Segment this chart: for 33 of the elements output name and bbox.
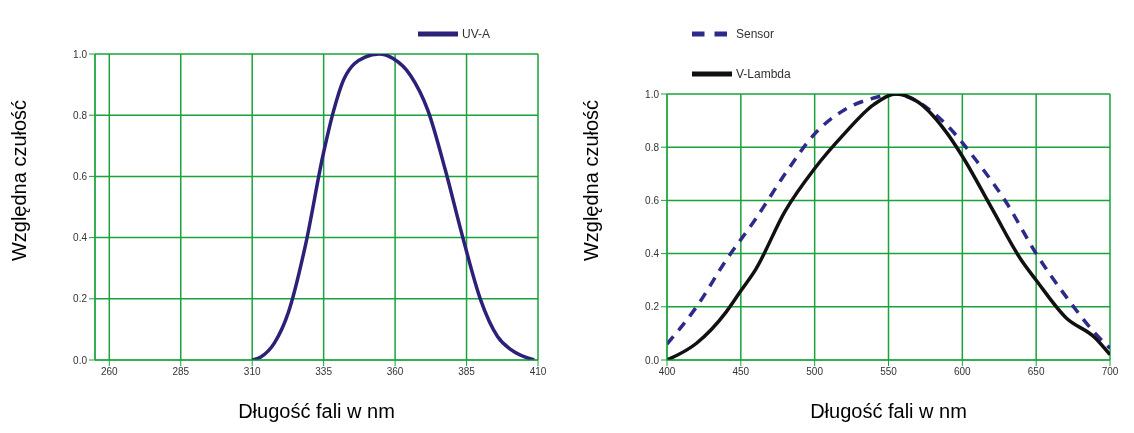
x-tick-label: 285 [172, 366, 190, 378]
x-tick-label: 400 [658, 366, 676, 378]
y-tick-label: 0.6 [73, 170, 88, 182]
y-tick-label: 0.8 [645, 141, 660, 153]
x-axis-title: Długość fali w nm [809, 400, 968, 423]
x-tick-label: 500 [806, 366, 824, 378]
x-tick-label: 410 [529, 366, 547, 378]
x-tick-label: 700 [1101, 366, 1119, 378]
x-tick-label: 385 [458, 366, 476, 378]
x-tick-label: 310 [243, 366, 261, 378]
x-tick-label: 650 [1027, 366, 1045, 378]
x-tick-label: 550 [880, 366, 898, 378]
y-tick-label: 0.2 [73, 293, 88, 305]
x-tick-label: 450 [732, 366, 750, 378]
y-axis-title: Względna czułość [8, 99, 32, 261]
x-tick-label: 260 [100, 366, 119, 378]
x-tick-label: 335 [315, 366, 333, 378]
y-tick-label: 0.0 [73, 354, 88, 366]
y-tick-label: 1.0 [645, 88, 660, 100]
y-tick-label: 1.0 [73, 48, 88, 60]
y-tick-label: 0.4 [73, 232, 88, 244]
y-tick-label: 0.0 [645, 354, 660, 366]
legend-label: Sensor [736, 26, 775, 41]
y-tick-label: 0.2 [645, 301, 660, 313]
y-tick-label: 0.4 [645, 248, 660, 260]
y-tick-label: 0.8 [73, 109, 88, 121]
x-tick-label: 600 [953, 366, 972, 378]
x-tick-label: 360 [386, 366, 404, 378]
y-axis-title: Względna czułość [580, 99, 604, 261]
legend-label: UV-A [461, 26, 490, 41]
legend-label: V-Lambda [736, 66, 791, 81]
y-tick-label: 0.6 [645, 194, 660, 206]
x-axis-title: Długość fali w nm [237, 400, 396, 423]
